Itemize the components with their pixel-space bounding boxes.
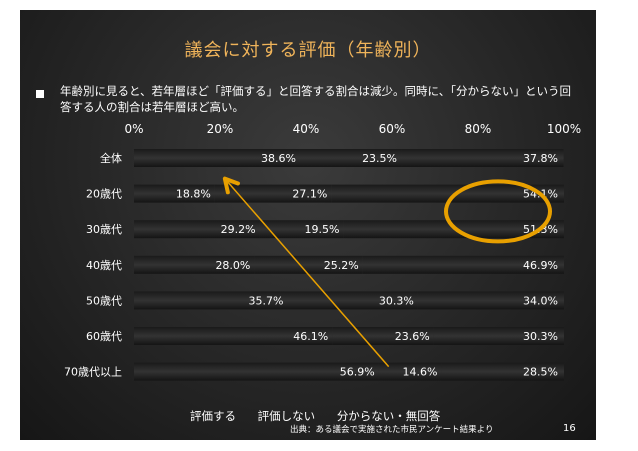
slide-title: 議会に対する評価（年齢別） — [184, 40, 432, 61]
legend-item-evaluate: 評価する — [190, 409, 236, 423]
value-label: 14.6% — [402, 366, 437, 379]
value-label: 18.8% — [176, 188, 211, 201]
bar-segment-not-evaluate — [259, 220, 344, 239]
bar-segment-evaluate — [134, 184, 215, 203]
value-label: 23.5% — [362, 152, 397, 165]
bar-segment-not-evaluate — [378, 362, 442, 381]
bar-segment-unknown — [417, 291, 564, 310]
category-label: 70歳代以上 — [64, 366, 122, 379]
highlight-ellipse — [444, 179, 552, 244]
bar-segment-not-evaluate — [287, 291, 418, 310]
value-label: 34.0% — [523, 294, 558, 307]
bar-segment-evaluate — [134, 327, 333, 345]
value-label: 30.3% — [379, 294, 414, 307]
category-label: 30歳代 — [86, 223, 122, 236]
value-label: 23.6% — [395, 330, 430, 343]
category-label: 全体 — [100, 151, 122, 165]
bar-segment-evaluate — [134, 255, 255, 274]
x-tick-label: 20% — [207, 122, 234, 136]
source-note: 出典：ある議会で実施された市民アンケート結果より — [290, 425, 494, 435]
value-label: 19.5% — [304, 223, 339, 236]
bar-segment-not-evaluate — [214, 184, 332, 203]
bar-segment-evaluate — [134, 149, 300, 167]
page-number: 16 — [563, 423, 576, 434]
value-label: 29.2% — [221, 223, 256, 236]
value-label: 56.9% — [340, 366, 375, 379]
value-label: 46.9% — [523, 259, 558, 272]
slide: 議会に対する評価（年齢別） 年齢別に見ると、若年層ほど「評価する」と回答する割合… — [20, 10, 596, 440]
trend-arrow-line — [224, 178, 390, 368]
value-label: 38.6% — [261, 152, 296, 165]
bar-segment-unknown — [433, 327, 564, 345]
category-label: 60歳代 — [86, 330, 122, 343]
trend-arrow-head — [222, 176, 240, 195]
stacked-bar-chart: 0% 20% 40% 60% 80% 100% 全体 38.6% 23.5% 37.8% 20歳代 1… — [64, 122, 581, 381]
category-label: 20歳代 — [86, 188, 122, 201]
bar-segment-not-evaluate — [299, 149, 402, 167]
bar-segment-not-evaluate — [254, 255, 363, 274]
legend-item-unknown: 分からない・無回答 — [336, 409, 441, 423]
bullet-text: 年齢別に見ると、若年層ほど「評価する」と回答する割合は減少。同時に、「分からない… — [60, 84, 571, 114]
bar-segment-unknown — [441, 362, 564, 381]
legend-item-not-evaluate: 評価しない — [257, 409, 316, 423]
x-tick-label: 80% — [465, 122, 492, 136]
category-label: 40歳代 — [86, 259, 122, 272]
bar-segment-evaluate — [134, 220, 260, 239]
value-label: 30.3% — [523, 330, 558, 343]
value-label: 25.2% — [324, 259, 359, 272]
bar-segment-evaluate — [134, 291, 288, 310]
x-tick-label: 100% — [547, 122, 581, 136]
value-label: 27.1% — [292, 188, 327, 201]
value-label: 37.8% — [523, 152, 558, 165]
bar-segment-evaluate — [134, 362, 379, 381]
value-label: 28.0% — [215, 259, 250, 272]
bar-segment-unknown — [362, 255, 564, 274]
bar-segment-unknown — [401, 149, 564, 167]
x-tick-label: 0% — [124, 122, 143, 136]
category-label: 50歳代 — [86, 294, 122, 307]
bar-segment-unknown — [331, 184, 564, 203]
x-tick-label: 60% — [379, 122, 406, 136]
value-label: 35.7% — [249, 294, 284, 307]
legend: 評価する 評価しない 分からない・無回答 — [190, 408, 458, 424]
value-label: 46.1% — [293, 330, 328, 343]
bullet-square-icon — [36, 90, 44, 98]
x-tick-label: 40% — [293, 122, 320, 136]
value-label: 28.5% — [523, 366, 558, 379]
